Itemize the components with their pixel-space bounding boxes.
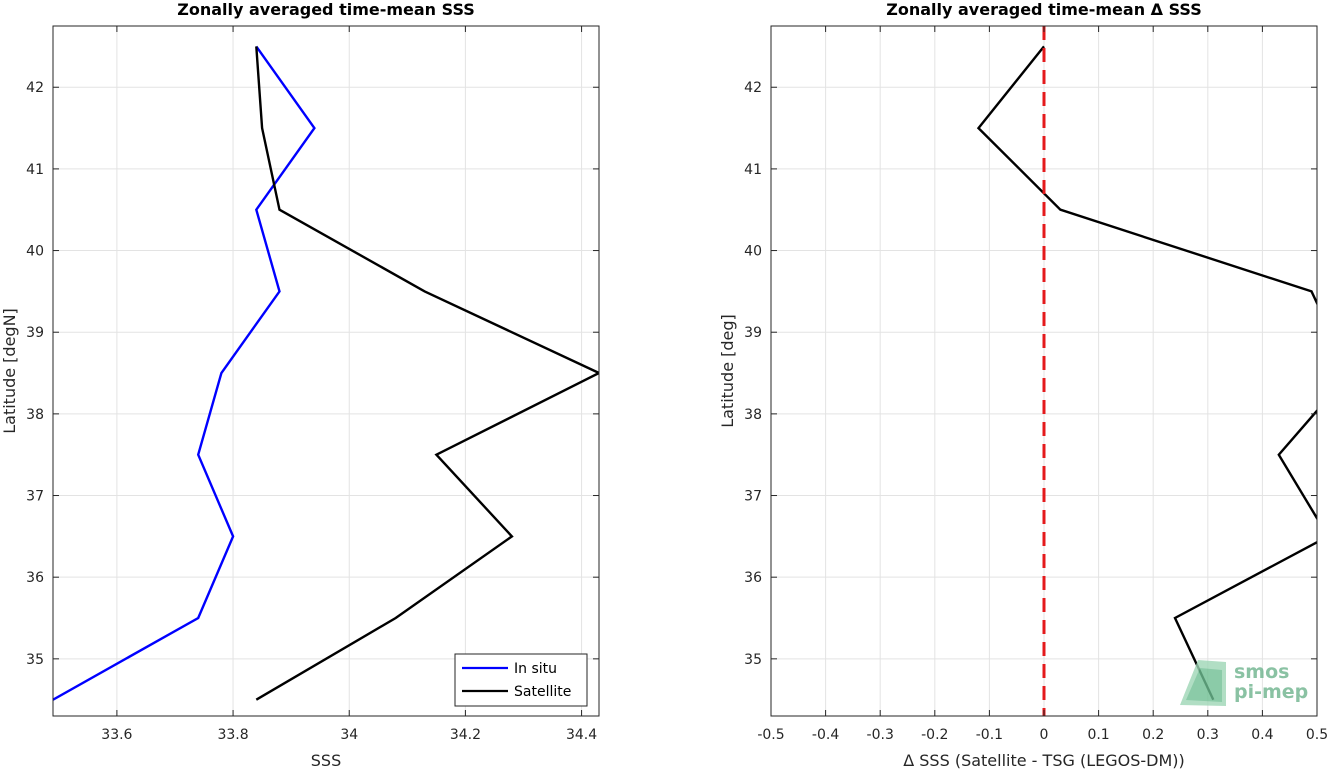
logo-shape-inner [1186, 668, 1222, 702]
left-y-tick-label: 38 [26, 407, 44, 423]
right-grid [770, 26, 1318, 716]
left-series-line-satellite [255, 46, 599, 701]
right-y-tick-label: 38 [744, 407, 762, 423]
right-chart-title: Zonally averaged time-mean Δ SSS [886, 0, 1202, 19]
right-x-tick-label: 0.4 [1251, 727, 1273, 743]
left-series-group [53, 45, 599, 701]
right-y-tick-label: 37 [744, 489, 762, 505]
right-y-tick-label: 35 [744, 652, 762, 668]
left-chart-panel: 33.6 33.8 34 34.2 34.4 35 36 37 38 39 40 41 42 Zonal… [0, 0, 600, 769]
right-x-tick-label: -0.4 [812, 727, 839, 743]
right-y-tick-label: 40 [744, 244, 762, 260]
left-chart-title: Zonally averaged time-mean SSS [177, 0, 475, 19]
smos-pi-mep-logo: smos pi-mep [1180, 660, 1308, 706]
right-y-axis-label: Latitude [deg] [718, 314, 737, 428]
left-y-tick-label: 41 [26, 162, 44, 178]
left-x-tick-label: 34.4 [566, 727, 597, 743]
legend-box [454, 653, 588, 707]
right-series-line-delta-sss [976, 45, 1317, 701]
right-x-tick-label: 0.3 [1197, 727, 1219, 743]
legend-label-in-situ: In situ [514, 661, 557, 677]
right-y-tick-label: 42 [744, 80, 762, 96]
left-axes-box [52, 25, 600, 717]
right-series-group [976, 26, 1317, 716]
logo-text-pi-mep: pi-mep [1234, 681, 1308, 703]
left-y-tick-label: 40 [26, 244, 44, 260]
left-y-tick-label: 42 [26, 80, 44, 96]
left-series-line-in-situ [53, 45, 316, 701]
right-x-tick-label: 0 [1040, 727, 1049, 743]
legend-label-satellite: Satellite [514, 684, 571, 700]
left-ticks: 33.6 33.8 34 34.2 34.4 35 36 37 38 39 40 41 42 [26, 26, 599, 743]
legend: In situ Satellite [454, 653, 588, 707]
right-x-tick-label: 0.1 [1087, 727, 1109, 743]
right-x-tick-label: 0.2 [1142, 727, 1164, 743]
right-x-tick-label: -0.3 [867, 727, 894, 743]
right-x-axis-label: Δ SSS (Satellite - TSG (LEGOS-DM)) [903, 751, 1185, 769]
right-y-tick-label: 39 [744, 325, 762, 341]
left-y-tick-label: 39 [26, 325, 44, 341]
left-x-tick-label: 34.2 [450, 727, 481, 743]
right-x-tick-label: -0.2 [921, 727, 948, 743]
right-ticks: -0.5 -0.4 -0.3 -0.2 -0.1 0 0.1 0.2 0.3 0.4 0.5 35 36… [744, 26, 1328, 743]
left-x-axis-label: SSS [311, 751, 341, 769]
left-y-tick-label: 36 [26, 570, 44, 586]
right-chart-panel: -0.5 -0.4 -0.3 -0.2 -0.1 0 0.1 0.2 0.3 0.4 0.5 35 36… [718, 0, 1328, 769]
right-x-tick-label: -0.5 [757, 727, 784, 743]
right-y-tick-label: 41 [744, 162, 762, 178]
left-grid [53, 26, 599, 716]
left-x-tick-label: 33.6 [101, 727, 132, 743]
left-x-tick-label: 34 [340, 727, 358, 743]
logo-text-smos: smos [1234, 661, 1289, 683]
left-y-tick-label: 37 [26, 489, 44, 505]
right-x-tick-label: -0.1 [976, 727, 1003, 743]
right-x-tick-label: 0.5 [1306, 727, 1328, 743]
left-x-tick-label: 33.8 [217, 727, 248, 743]
left-y-axis-label: Latitude [degN] [0, 308, 19, 434]
right-y-tick-label: 36 [744, 570, 762, 586]
left-y-tick-label: 35 [26, 652, 44, 668]
